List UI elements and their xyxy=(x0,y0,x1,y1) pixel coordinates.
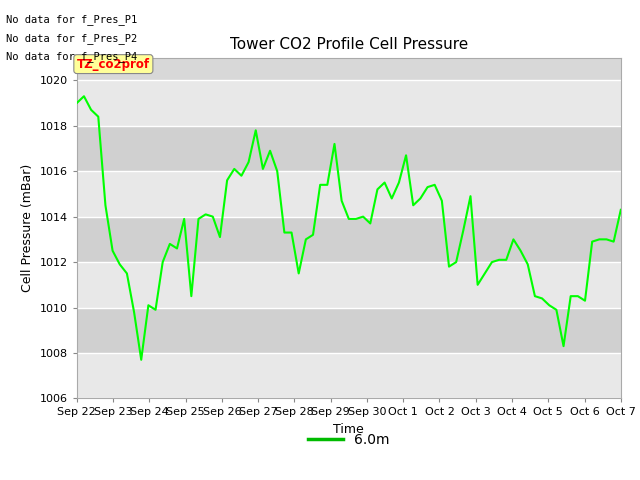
Text: No data for f_Pres_P1: No data for f_Pres_P1 xyxy=(6,14,138,25)
Bar xyxy=(77,262,621,308)
Legend: 6.0m: 6.0m xyxy=(303,428,395,453)
Bar xyxy=(77,80,621,126)
Bar xyxy=(77,216,621,262)
Text: TZ_co2prof: TZ_co2prof xyxy=(77,58,150,71)
Y-axis label: Cell Pressure (mBar): Cell Pressure (mBar) xyxy=(21,164,34,292)
Bar xyxy=(77,126,621,171)
Bar xyxy=(77,171,621,216)
Bar xyxy=(77,353,621,398)
Bar xyxy=(77,308,621,353)
Title: Tower CO2 Profile Cell Pressure: Tower CO2 Profile Cell Pressure xyxy=(230,37,468,52)
Text: No data for f_Pres_P4: No data for f_Pres_P4 xyxy=(6,51,138,62)
Text: No data for f_Pres_P2: No data for f_Pres_P2 xyxy=(6,33,138,44)
X-axis label: Time: Time xyxy=(333,423,364,436)
